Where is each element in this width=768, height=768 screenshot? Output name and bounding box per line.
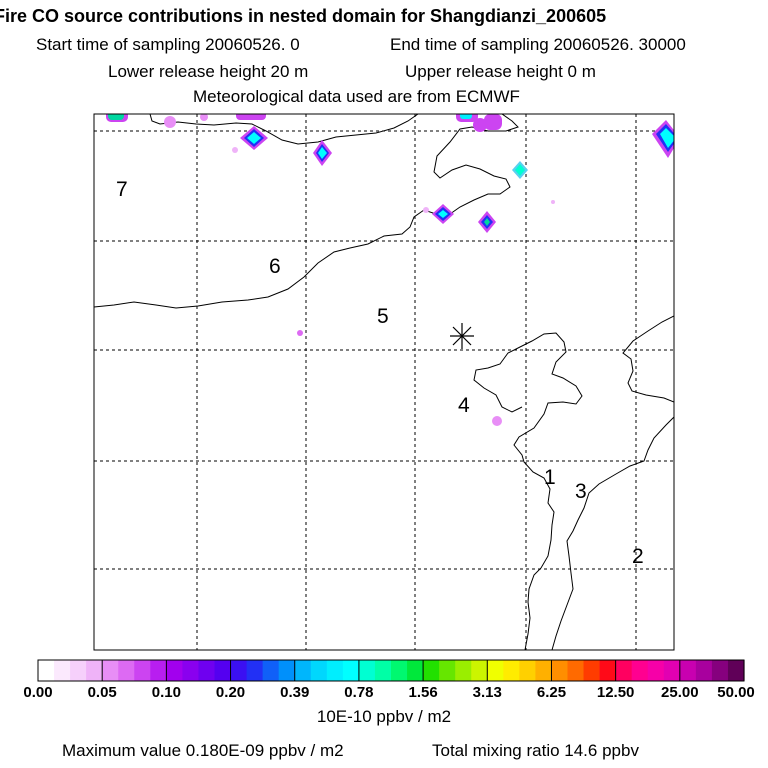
colorbar-tick-label: 1.56 (408, 684, 438, 701)
colorbar-cell (86, 660, 103, 681)
colorbar-cell (246, 660, 264, 681)
colorbar-cell (391, 660, 408, 681)
colorbar-cell (182, 660, 200, 681)
source-plume (551, 200, 555, 204)
colorbar-frame (37, 659, 745, 682)
upper-release-label: Upper release height 0 m (405, 62, 596, 81)
colorbar-units: 10E-10 ppbv / m2 (316, 707, 452, 726)
region-label: 2 (632, 545, 644, 568)
colorbar-cell (166, 660, 184, 681)
colorbar-cell (262, 660, 280, 681)
colorbar-cell (455, 660, 472, 681)
colorbar-cell (342, 660, 360, 681)
colorbar-tick-label: 12.50 (596, 684, 635, 701)
source-plume (484, 114, 502, 130)
source-plume (297, 330, 303, 336)
source-plume (318, 147, 327, 159)
region-label: 5 (377, 305, 389, 328)
map-frame (93, 113, 675, 651)
colorbar-cell (198, 660, 216, 681)
colorbar-cell (54, 660, 71, 681)
boundary-line (622, 315, 674, 403)
end-time-label: End time of sampling 20060526. 30000 (390, 35, 686, 54)
source-plume (164, 116, 176, 128)
colorbar-cell (679, 660, 697, 681)
source-plume (515, 164, 525, 176)
colorbar-cell (326, 660, 344, 681)
colorbar-cell (663, 660, 681, 681)
colorbar-cell (70, 660, 87, 681)
colorbar-cell (567, 660, 585, 681)
max-value-label: Maximum value 0.180E-09 ppbv / m2 (62, 741, 344, 760)
colorbar-tick-label: 0.78 (344, 684, 374, 701)
colorbar-cell (695, 660, 713, 681)
colorbar-cell (38, 660, 55, 681)
region-label: 7 (116, 178, 128, 201)
source-plume (460, 114, 472, 119)
colorbar-cell (118, 660, 135, 681)
region-label: 3 (575, 480, 587, 503)
colorbar-cell (374, 660, 392, 681)
source-plume (232, 147, 238, 153)
met-data-label: Meteorological data used are from ECMWF (193, 87, 520, 106)
lower-release-label: Lower release height 20 m (108, 62, 309, 81)
boundary-line (473, 332, 583, 650)
source-plume (200, 114, 208, 121)
boundary-line (551, 416, 674, 650)
colorbar-cell (503, 660, 520, 681)
source-plume (108, 114, 124, 120)
colorbar-cell (134, 660, 151, 681)
colorbar-cell (150, 660, 167, 681)
colorbar-tick-label: 25.00 (661, 684, 699, 701)
colorbar-tick-label: 50.00 (717, 684, 755, 701)
start-time-label: Start time of sampling 20060526. 0 (36, 35, 300, 54)
source-plume (247, 132, 261, 144)
source-plume (473, 118, 487, 132)
source-plume (660, 128, 674, 148)
chart-title: Fire CO source contributions in nested d… (0, 6, 607, 26)
source-plume (492, 416, 502, 426)
colorbar-tick-label: 6.25 (536, 684, 567, 701)
colorbar-cell (230, 660, 248, 681)
total-mixing-ratio-label: Total mixing ratio 14.6 ppbv (432, 741, 639, 760)
source-plume (236, 114, 266, 120)
colorbar-cell (519, 660, 537, 681)
colorbar-tick-label: 0.10 (151, 684, 181, 701)
colorbar-cell (599, 660, 617, 681)
colorbar-cell (711, 660, 729, 681)
region-label: 1 (544, 466, 556, 489)
colorbar-cell (310, 660, 328, 681)
colorbar-cell (551, 660, 569, 681)
colorbar-tick-label: 0.05 (87, 684, 117, 701)
colorbar-cell (278, 660, 296, 681)
colorbar-cell (439, 660, 456, 681)
colorbar-tick-label: 0.39 (280, 684, 310, 701)
source-plume (423, 207, 429, 213)
colorbar-cell (727, 660, 745, 681)
colorbar-cell (102, 660, 119, 681)
colorbar-cell (423, 660, 440, 681)
colorbar-cell (407, 660, 424, 681)
source-plume (438, 210, 448, 218)
colorbar-cell (615, 660, 633, 681)
colorbar-cell (583, 660, 601, 681)
colorbar-cell (631, 660, 649, 681)
station-asterisk (450, 323, 474, 349)
colorbar-tick-label: 0.00 (23, 684, 53, 701)
colorbar-cell (535, 660, 553, 681)
colorbar-tick-label: 0.20 (215, 684, 246, 701)
colorbar-cell (294, 660, 312, 681)
colorbar-cell (647, 660, 665, 681)
colorbar-tick-label: 3.13 (472, 684, 502, 701)
region-label: 6 (269, 255, 281, 278)
colorbar-cell (487, 660, 504, 681)
source-plume (484, 218, 490, 226)
colorbar-cell (471, 660, 488, 681)
colorbar-cell (358, 660, 376, 681)
region-label: 4 (458, 394, 470, 417)
colorbar-cell (214, 660, 232, 681)
